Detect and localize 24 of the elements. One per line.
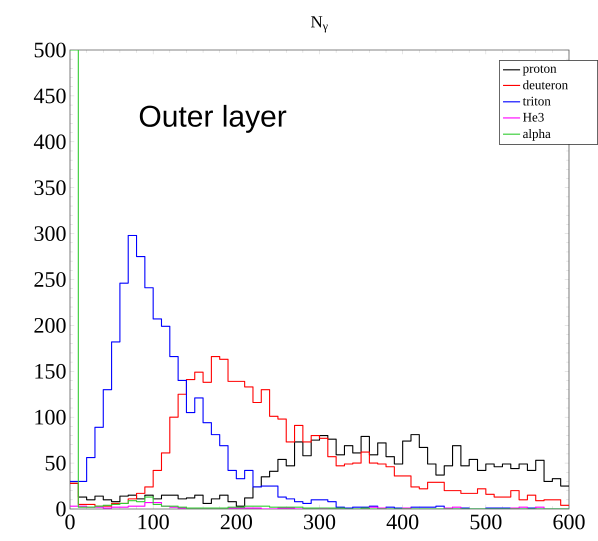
y-tick-label: 100 [35,410,66,425]
y-tick-label: 350 [34,180,66,196]
y-tick-label: 450 [34,88,66,104]
y-tick-label: 250 [34,272,66,287]
y-tick-label: 50 [46,456,66,471]
legend-label: alpha [523,128,551,141]
x-tick-label: 400 [386,514,418,530]
y-tick-label: 300 [34,226,66,242]
y-tick-label: 500 [34,42,66,58]
legend-label: deuteron [523,80,568,90]
chart-title: N$_{γ}$ [310,16,328,32]
y-tick-label: 150 [35,364,66,379]
annotation: Outer layer [140,104,286,133]
x-tick-label: 200 [220,514,252,530]
y-tick-label: 0 [56,502,66,516]
y-tick-label: 400 [34,134,66,150]
legend-label: proton [522,65,556,76]
x-tick-label: 500 [470,514,502,530]
x-tick-label: 600 [553,514,585,530]
x-tick-label: 300 [304,514,336,530]
x-tick-label: 100 [138,514,169,530]
y-tick-label: 200 [34,318,66,333]
legend-label: He3 [523,112,544,122]
legend-label: triton [522,96,551,106]
